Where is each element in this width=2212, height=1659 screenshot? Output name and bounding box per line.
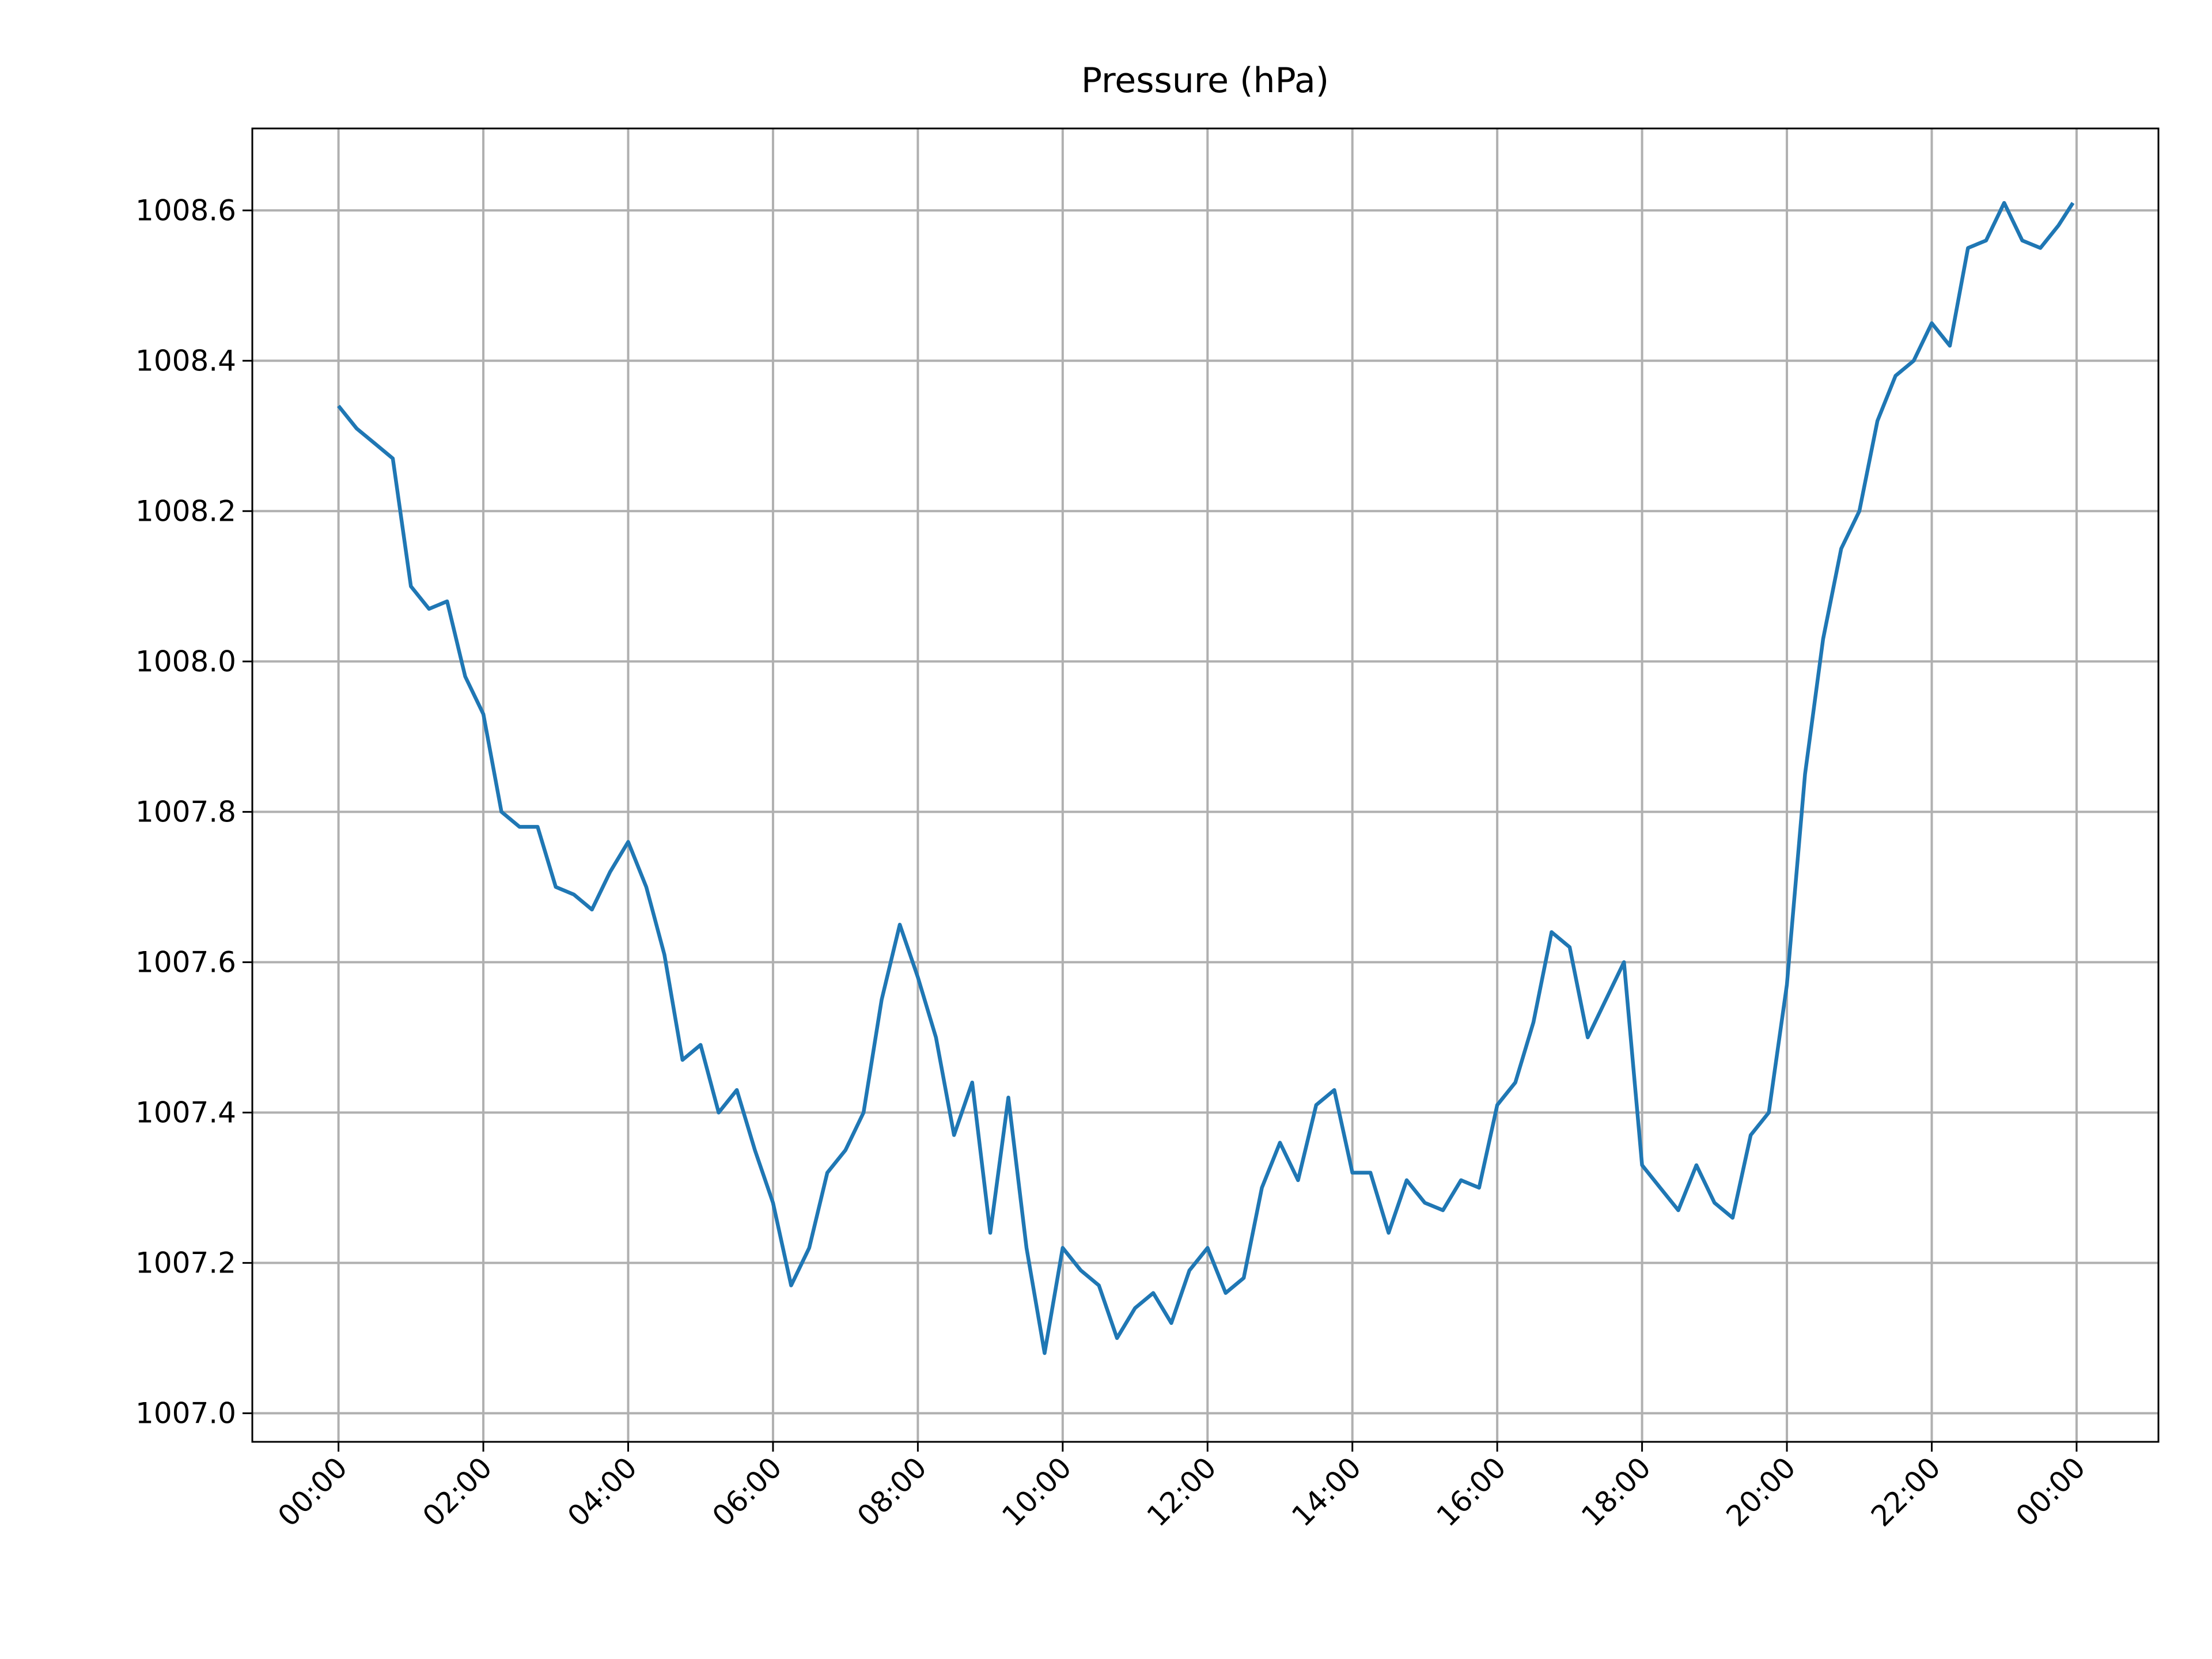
plot-frame <box>251 127 2160 1443</box>
y-tick-label: 1007.8 <box>135 795 236 828</box>
chart-title: Pressure (hPa) <box>1081 60 1329 101</box>
x-tick-label: 00:00 <box>271 1450 354 1533</box>
data-line <box>337 200 2075 1355</box>
y-tick-label: 1007.4 <box>135 1096 236 1129</box>
y-tick-label: 1008.6 <box>135 194 236 227</box>
x-tick-label: 10:00 <box>995 1450 1078 1533</box>
x-tick-label: 20:00 <box>1720 1450 1802 1533</box>
y-tick-label: 1007.6 <box>135 945 236 979</box>
x-tick-label: 06:00 <box>706 1450 789 1533</box>
y-tick-label: 1008.4 <box>135 344 236 377</box>
x-tick-label: 00:00 <box>2010 1450 2092 1533</box>
x-tick-label: 02:00 <box>416 1450 499 1533</box>
x-tick-label: 22:00 <box>1865 1450 1947 1533</box>
x-tick-label: 16:00 <box>1430 1450 1513 1533</box>
y-tick-label: 1007.2 <box>135 1246 236 1279</box>
x-tick-label: 14:00 <box>1285 1450 1368 1533</box>
x-tick-label: 04:00 <box>561 1450 643 1533</box>
x-tick-label: 08:00 <box>851 1450 933 1533</box>
x-tick-label: 12:00 <box>1141 1450 1223 1533</box>
y-tick-label: 1008.0 <box>135 645 236 678</box>
y-tick-label: 1007.0 <box>135 1396 236 1430</box>
y-tick-label: 1008.2 <box>135 494 236 528</box>
x-tick-label: 18:00 <box>1575 1450 1657 1533</box>
